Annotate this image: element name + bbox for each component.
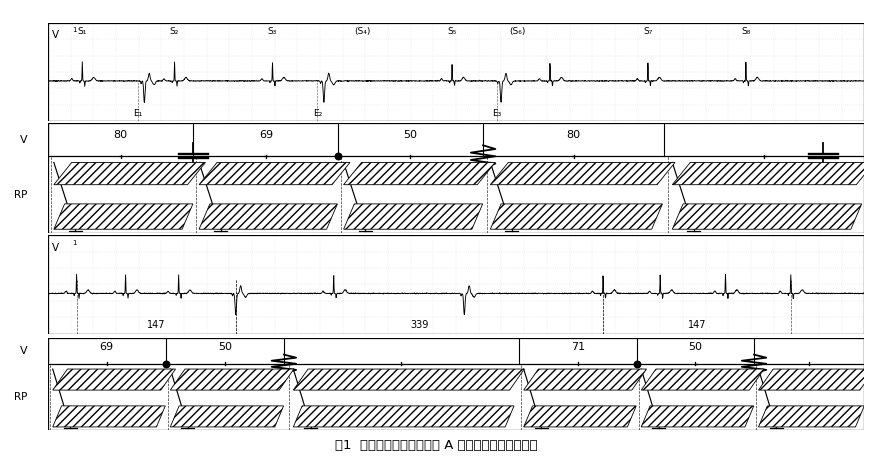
Point	[331, 153, 345, 160]
Polygon shape	[293, 369, 525, 390]
Text: (S₆): (S₆)	[509, 27, 526, 36]
Point	[159, 360, 173, 367]
Text: 147: 147	[688, 320, 706, 330]
Polygon shape	[672, 162, 873, 185]
Polygon shape	[759, 406, 864, 427]
Text: S₃: S₃	[268, 27, 277, 36]
Text: S₂: S₂	[170, 27, 179, 36]
Polygon shape	[199, 162, 350, 185]
Text: S₁: S₁	[78, 27, 87, 36]
Polygon shape	[54, 204, 193, 229]
Polygon shape	[52, 369, 175, 390]
Text: 80: 80	[567, 130, 581, 140]
Text: V: V	[20, 135, 28, 145]
Text: S₇: S₇	[643, 27, 653, 36]
Text: 71: 71	[572, 342, 586, 352]
Polygon shape	[52, 406, 165, 427]
Polygon shape	[672, 204, 862, 229]
Text: 1: 1	[72, 27, 77, 33]
Text: 69: 69	[259, 130, 273, 140]
Polygon shape	[293, 406, 514, 427]
Text: 50: 50	[403, 130, 417, 140]
Text: RP: RP	[14, 392, 28, 402]
Text: E₂: E₂	[313, 109, 322, 118]
Polygon shape	[344, 162, 495, 185]
Text: E₁: E₁	[134, 109, 142, 118]
Text: 50: 50	[218, 342, 232, 352]
Polygon shape	[524, 369, 647, 390]
Text: 147: 147	[147, 320, 165, 330]
Text: V: V	[52, 30, 59, 40]
Polygon shape	[642, 406, 753, 427]
Text: 例1  室性早搋伴折返径路内 A 型交替性反向文氏周期: 例1 室性早搋伴折返径路内 A 型交替性反向文氏周期	[335, 440, 538, 452]
Polygon shape	[199, 204, 337, 229]
Polygon shape	[491, 162, 675, 185]
Point	[629, 360, 643, 367]
Polygon shape	[170, 406, 284, 427]
Polygon shape	[642, 369, 764, 390]
Text: 80: 80	[113, 130, 127, 140]
Polygon shape	[170, 369, 294, 390]
Text: 1: 1	[72, 240, 77, 246]
Text: V: V	[52, 243, 59, 253]
Text: RP: RP	[14, 190, 28, 200]
Text: 339: 339	[410, 320, 429, 330]
Polygon shape	[54, 162, 205, 185]
Text: 50: 50	[688, 342, 702, 352]
Text: E₃: E₃	[492, 109, 502, 118]
Text: (S₄): (S₄)	[354, 27, 370, 36]
Text: S₈: S₈	[741, 27, 751, 36]
Polygon shape	[524, 406, 636, 427]
Polygon shape	[491, 204, 663, 229]
Text: S₅: S₅	[447, 27, 457, 36]
Polygon shape	[759, 369, 873, 390]
Text: 69: 69	[100, 342, 113, 352]
Text: V: V	[20, 346, 28, 356]
Polygon shape	[344, 204, 483, 229]
